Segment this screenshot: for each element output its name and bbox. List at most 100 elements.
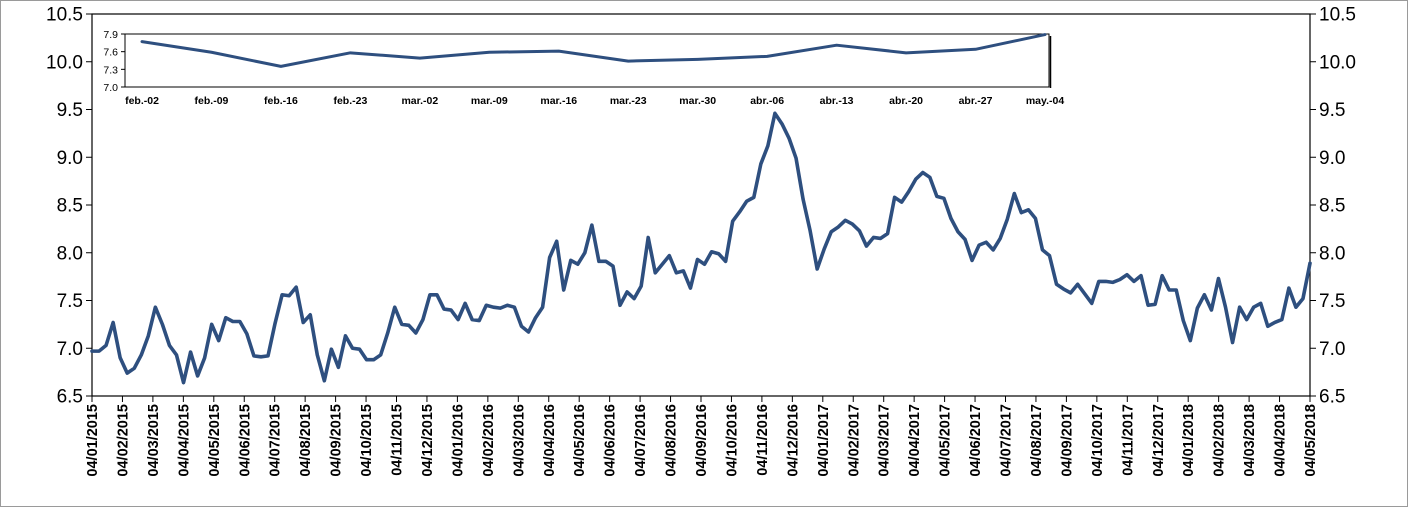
data-point <box>203 357 206 359</box>
x-tick-label: 04/09/2015 <box>329 404 345 477</box>
inset-data-point <box>488 51 491 54</box>
data-point <box>1140 274 1142 277</box>
data-point <box>372 358 375 361</box>
x-tick-label: 04/11/2016 <box>755 404 771 476</box>
data-point <box>196 375 199 377</box>
data-point <box>429 293 431 296</box>
y2-tick-label: 9.5 <box>1319 100 1345 121</box>
x-tick-label: 04/08/2016 <box>664 404 680 477</box>
data-point <box>745 200 748 202</box>
y-tick-label: 7.0 <box>57 339 83 360</box>
x-tick-label: 04/06/2017 <box>968 404 984 477</box>
data-point <box>379 354 382 356</box>
data-point <box>1147 304 1149 307</box>
inset-border <box>124 33 1050 88</box>
data-point <box>964 238 966 241</box>
data-point <box>1013 192 1016 195</box>
data-point <box>527 331 530 333</box>
data-point <box>112 321 114 324</box>
x-tick-label: 04/08/2015 <box>298 404 314 477</box>
inset-x-tick-label: abr.-20 <box>889 95 923 107</box>
x-tick-label: 04/12/2017 <box>1151 404 1167 477</box>
data-point <box>914 178 917 181</box>
x-tick-label: 04/09/2017 <box>1059 404 1075 477</box>
x-tick-label: 04/08/2017 <box>1029 404 1045 477</box>
data-point <box>971 259 973 262</box>
data-point <box>154 306 157 308</box>
data-point <box>210 323 213 326</box>
data-point <box>105 344 107 347</box>
data-point <box>1055 283 1058 286</box>
data-point <box>830 230 833 233</box>
inset-x-tick-label: mar.-30 <box>679 95 716 107</box>
data-point <box>1302 297 1304 300</box>
x-tick-label: 04/09/2016 <box>694 404 710 477</box>
data-point <box>851 223 854 225</box>
y2-tick-label: 9.0 <box>1319 148 1345 169</box>
x-tick-label: 04/04/2018 <box>1273 404 1289 477</box>
data-point <box>717 252 720 255</box>
data-point <box>767 144 769 147</box>
data-point <box>323 379 326 382</box>
data-point <box>464 302 466 305</box>
inset-x-tick-label: feb.-16 <box>264 95 298 107</box>
inset-data-point <box>766 55 768 58</box>
x-tick-label: 04/05/2017 <box>938 404 954 477</box>
data-point <box>295 286 297 288</box>
data-point <box>436 293 438 296</box>
inset-data-point <box>905 52 907 54</box>
data-point <box>760 163 762 165</box>
data-point <box>534 316 537 319</box>
data-point <box>886 232 889 235</box>
data-point <box>1203 293 1206 296</box>
data-point <box>654 272 657 274</box>
inset-series-line <box>140 33 1047 68</box>
data-point <box>1281 318 1283 321</box>
data-point <box>950 217 952 220</box>
inset-x-tick-label: mar.-16 <box>540 95 577 107</box>
data-point <box>605 260 607 263</box>
data-point <box>837 226 840 228</box>
data-point <box>1154 303 1156 306</box>
data-point <box>520 325 523 328</box>
data-point <box>1182 319 1185 322</box>
data-point <box>253 355 255 357</box>
y2-tick-label: 7.5 <box>1319 291 1345 312</box>
data-point <box>753 196 755 199</box>
x-tick-label: 04/07/2015 <box>268 404 284 477</box>
data-point <box>957 230 959 233</box>
data-point <box>1083 293 1086 295</box>
data-point <box>992 249 994 251</box>
x-tick-label: 04/07/2016 <box>633 404 649 477</box>
main-plot-area: 6.5 7.0 7.5 8.0 8.5 9.0 9.5 10.0 10.5 6.5 7.0 7.5 8.… <box>46 5 1356 477</box>
data-point <box>576 263 579 266</box>
data-point <box>555 240 558 243</box>
data-point <box>1259 302 1262 305</box>
inset-x-tick-label: abr.-13 <box>820 95 854 107</box>
data-point <box>929 176 931 179</box>
data-point <box>471 318 473 321</box>
data-point <box>224 316 227 319</box>
data-point <box>161 323 164 326</box>
data-point <box>492 306 495 308</box>
data-point <box>351 347 354 350</box>
data-point <box>365 358 368 361</box>
x-tick-label: 04/01/2016 <box>450 404 466 477</box>
data-point <box>302 321 305 324</box>
data-point <box>1112 281 1114 284</box>
data-point <box>978 244 980 246</box>
data-point <box>175 354 178 356</box>
data-point <box>506 304 509 307</box>
data-point <box>1048 254 1051 257</box>
data-point <box>1006 218 1009 221</box>
data-point <box>337 366 340 369</box>
y2-tick-label: 8.0 <box>1319 243 1345 264</box>
data-point <box>344 335 347 337</box>
data-point <box>450 309 452 311</box>
data-point <box>1097 280 1100 283</box>
x-tick-label: 04/04/2017 <box>907 404 923 477</box>
data-point <box>802 198 804 201</box>
data-point <box>1266 325 1269 328</box>
data-point <box>788 137 790 139</box>
inset-data-point <box>835 44 838 46</box>
